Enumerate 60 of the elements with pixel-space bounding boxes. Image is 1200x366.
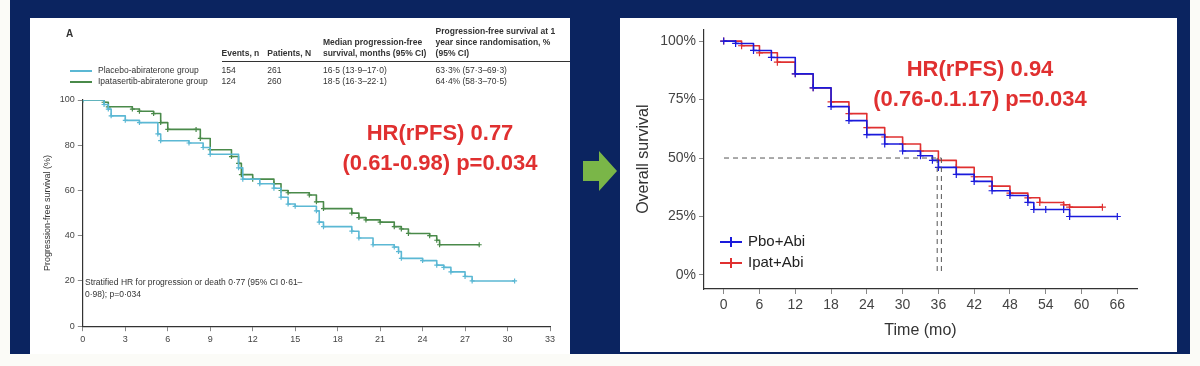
y-tick-label: 100%: [660, 31, 697, 48]
legend-label: Ipatasertib-abiraterone group: [97, 76, 208, 86]
x-tick-label: 30: [502, 334, 513, 345]
y-tick-label: 50%: [667, 148, 697, 165]
y-axis-title: Overall survival: [634, 104, 652, 214]
x-tick-label: 0: [80, 334, 86, 345]
text: Progression-free survival at 1 year since randomisation, % (95% CI): [435, 26, 570, 62]
x-tick-label: 24: [417, 334, 428, 345]
legend-label: Pbo+Abi: [747, 231, 806, 251]
x-tick-label: 60: [1073, 296, 1090, 313]
text: 64·4% (58·3–70·5): [435, 76, 508, 87]
annotation: (0.61-0.98) p=0.034: [341, 149, 539, 177]
legend-label: Placebo-abiraterone group: [97, 65, 199, 75]
text: A: [66, 28, 74, 39]
x-tick-label: 6: [165, 334, 171, 345]
annotation: Stratified HR for progression or death 0·77 (95% CI 0·61–0·98); p=0·034: [85, 276, 304, 300]
x-tick-label: 3: [122, 334, 128, 345]
x-tick-label: 36: [930, 296, 947, 313]
y-tick-label: 75%: [667, 90, 697, 107]
x-tick-label: 27: [460, 334, 471, 345]
x-tick-label: 66: [1109, 296, 1126, 313]
y-tick-label: 25%: [667, 207, 697, 224]
x-tick-label: 24: [859, 296, 875, 313]
y-axis-title: Progression-free survival (%): [41, 155, 52, 272]
x-tick-label: 54: [1037, 296, 1054, 313]
x-tick-label: 15: [290, 334, 301, 345]
text: 261: [267, 64, 283, 76]
text: Patients, N: [267, 26, 323, 62]
text: 154: [221, 64, 237, 76]
x-tick-label: 18: [332, 334, 343, 345]
x-tick-label: 0: [719, 296, 728, 313]
x-tick-label: 21: [375, 334, 386, 345]
annotation: (0.76-0.1.17) p=0.034: [872, 85, 1088, 113]
text: 124: [221, 76, 237, 87]
x-tick-label: 30: [894, 296, 911, 313]
annotation: HR(rPFS) 0.77: [365, 119, 515, 147]
y-tick-label: 20: [64, 275, 75, 286]
y-tick-label: 0: [69, 320, 75, 331]
text: 63·3% (57·3–69·3): [435, 64, 508, 76]
x-tick-label: 33: [544, 334, 556, 345]
x-tick-label: 18: [823, 296, 840, 313]
x-tick-label: 9: [207, 334, 213, 345]
x-tick-label: 6: [755, 296, 764, 313]
annotation: HR(rPFS) 0.94: [905, 55, 1055, 83]
y-tick-label: 60: [64, 184, 75, 195]
text: 16·5 (13·9–17·0): [322, 64, 388, 76]
y-tick-label: 0%: [675, 265, 697, 282]
text: Median progression-free survival, months (95% CI): [322, 26, 436, 62]
x-axis-title: Time (mo): [884, 320, 957, 338]
y-tick-label: 40: [64, 230, 75, 241]
text: Events, n: [221, 26, 268, 62]
x-tick-label: 12: [247, 334, 258, 345]
x-tick-label: 48: [1002, 296, 1018, 313]
text: 18·5 (16·3–22·1): [322, 76, 388, 87]
text: 260: [267, 76, 283, 87]
y-tick-label: 80: [64, 139, 75, 150]
x-tick-label: 42: [966, 296, 983, 313]
y-tick-label: 100: [59, 94, 75, 105]
legend-label: Ipat+Abi: [747, 252, 805, 272]
x-tick-label: 12: [787, 296, 804, 313]
